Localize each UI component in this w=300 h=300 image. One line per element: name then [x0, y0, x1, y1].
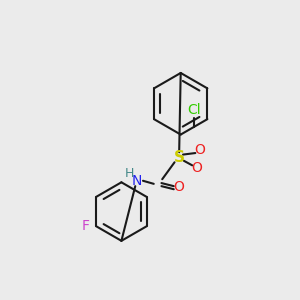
Text: O: O: [174, 180, 184, 194]
Text: O: O: [191, 161, 202, 176]
Text: S: S: [174, 150, 185, 165]
Text: H: H: [124, 167, 134, 180]
Text: Cl: Cl: [187, 103, 201, 117]
Text: O: O: [194, 143, 206, 157]
Text: F: F: [82, 219, 90, 233]
Text: N: N: [132, 174, 142, 188]
